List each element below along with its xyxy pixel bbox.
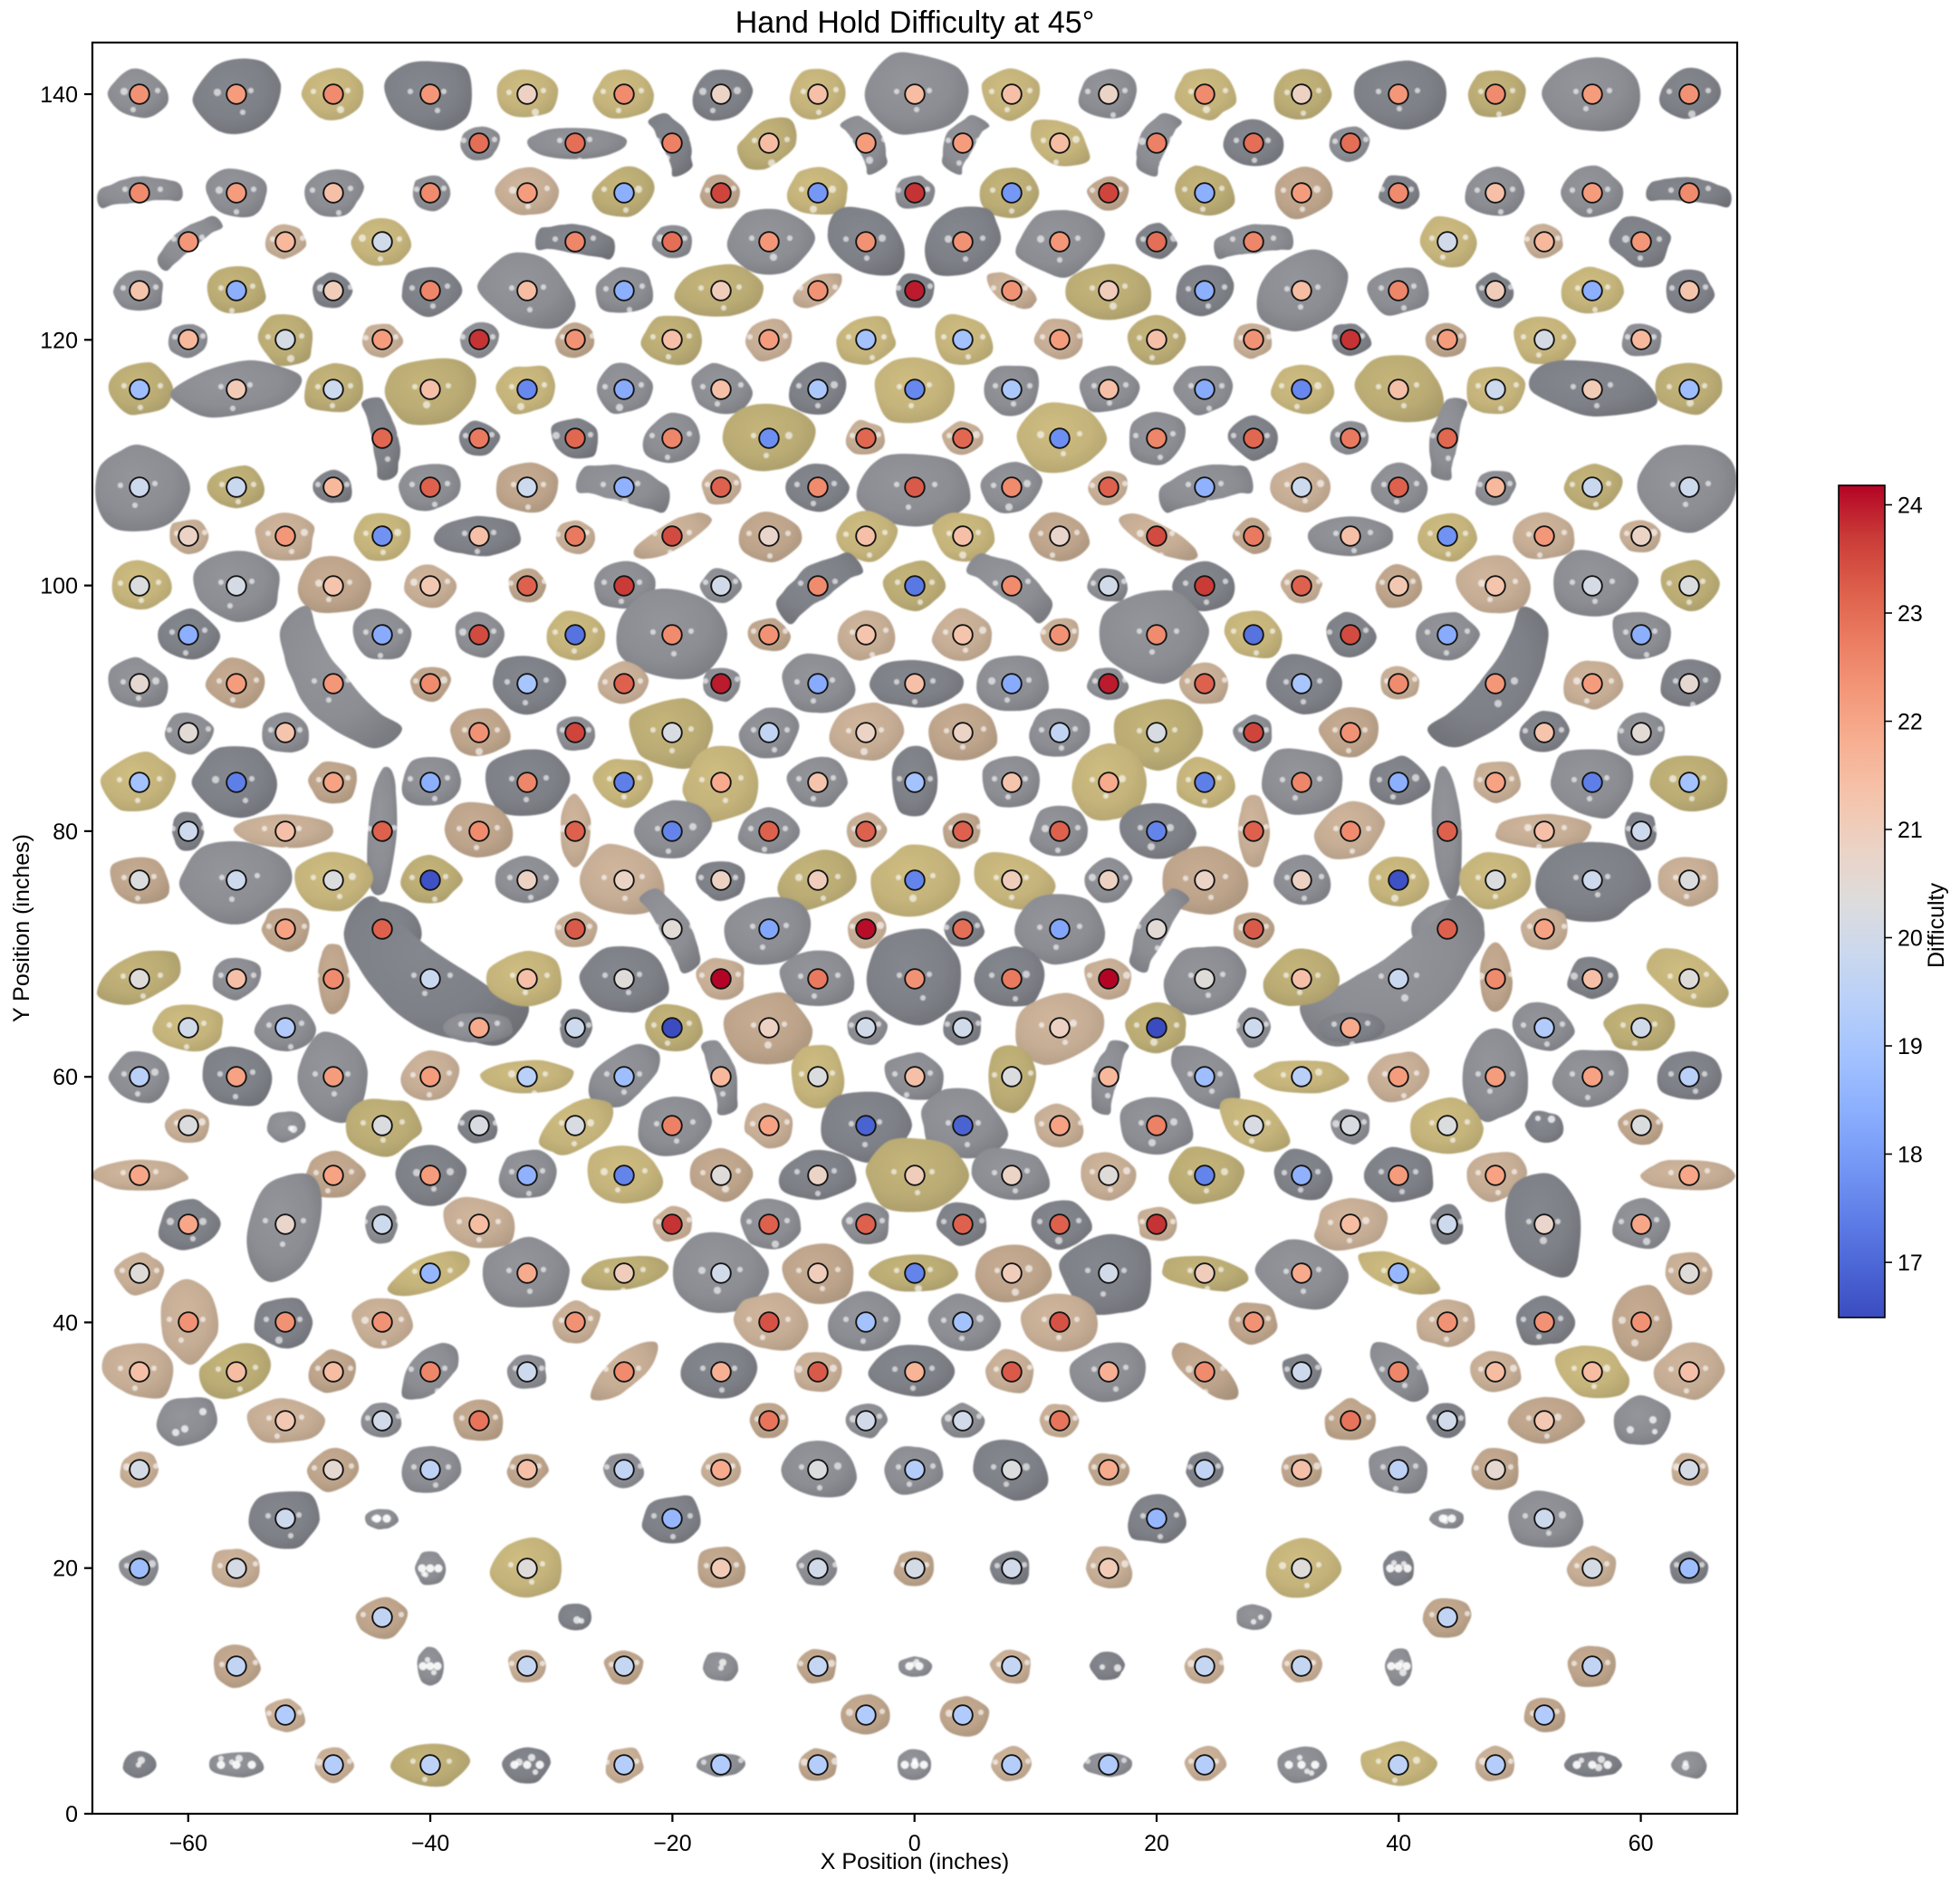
svg-text:−20: −20 bbox=[653, 1831, 691, 1856]
svg-text:60: 60 bbox=[1629, 1831, 1654, 1856]
svg-text:Hand Hold Difficulty at 45°: Hand Hold Difficulty at 45° bbox=[735, 5, 1095, 40]
svg-text:21: 21 bbox=[1898, 818, 1923, 843]
svg-text:17: 17 bbox=[1898, 1251, 1923, 1276]
svg-text:X Position (inches): X Position (inches) bbox=[821, 1849, 1009, 1874]
svg-text:24: 24 bbox=[1898, 494, 1923, 519]
svg-text:40: 40 bbox=[53, 1310, 78, 1336]
svg-text:40: 40 bbox=[1386, 1831, 1411, 1856]
svg-text:120: 120 bbox=[40, 328, 78, 353]
svg-text:19: 19 bbox=[1898, 1034, 1923, 1059]
svg-text:18: 18 bbox=[1898, 1143, 1923, 1168]
svg-text:80: 80 bbox=[53, 819, 78, 845]
svg-text:140: 140 bbox=[40, 82, 78, 108]
svg-text:−40: −40 bbox=[411, 1831, 449, 1856]
svg-text:23: 23 bbox=[1898, 601, 1923, 627]
svg-text:Y Position (inches): Y Position (inches) bbox=[9, 834, 34, 1022]
svg-text:0: 0 bbox=[65, 1802, 78, 1827]
svg-text:22: 22 bbox=[1898, 710, 1923, 735]
svg-text:Difficulty: Difficulty bbox=[1924, 883, 1949, 969]
svg-text:0: 0 bbox=[908, 1831, 921, 1856]
svg-text:−60: −60 bbox=[169, 1831, 207, 1856]
svg-text:100: 100 bbox=[40, 574, 78, 599]
svg-text:20: 20 bbox=[1898, 926, 1923, 952]
svg-text:20: 20 bbox=[53, 1557, 78, 1582]
svg-text:20: 20 bbox=[1144, 1831, 1169, 1856]
svg-text:60: 60 bbox=[53, 1065, 78, 1090]
